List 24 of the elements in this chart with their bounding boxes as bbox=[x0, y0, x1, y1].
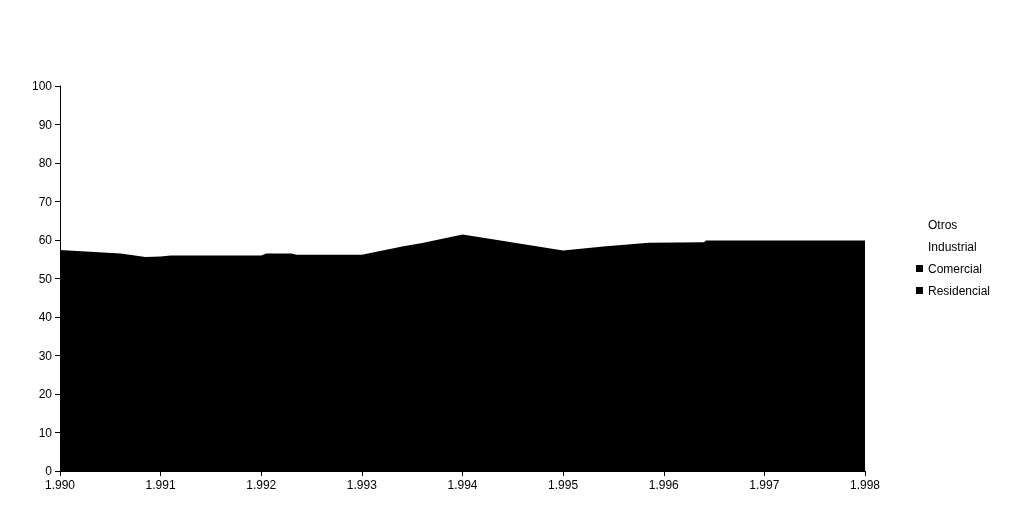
x-tick-label: 1.998 bbox=[849, 478, 881, 492]
y-tick-label: 20 bbox=[38, 387, 53, 401]
x-tick-label: 1.992 bbox=[246, 478, 277, 492]
y-tick-label: 40 bbox=[38, 310, 53, 324]
x-tick-label: 1.994 bbox=[447, 478, 478, 492]
x-tick-label: 1.991 bbox=[145, 478, 176, 492]
legend-label: Comercial bbox=[927, 261, 982, 276]
x-tick-label: 1.997 bbox=[749, 478, 780, 492]
y-tick-label: 50 bbox=[38, 271, 53, 286]
y-tick-label: 100 bbox=[31, 79, 53, 93]
y-tick-label: 80 bbox=[38, 156, 53, 170]
text: Industrial bbox=[927, 239, 977, 254]
x-tick-label: 1.995 bbox=[548, 478, 579, 492]
y-tick-label: 30 bbox=[38, 348, 53, 363]
y-tick-label: 90 bbox=[38, 117, 53, 132]
y-tick-label: 10 bbox=[38, 425, 53, 440]
x-tick-label: 1.990 bbox=[44, 478, 76, 492]
legend-label: Residencial bbox=[927, 283, 991, 298]
x-tick-label: 1.996 bbox=[648, 478, 680, 492]
y-tick-label: 70 bbox=[38, 194, 53, 209]
x-tick-label: 1.993 bbox=[346, 478, 378, 492]
y-tick-label: 60 bbox=[38, 233, 53, 247]
text: Otros bbox=[927, 217, 958, 232]
y-tick-label: 0 bbox=[45, 464, 53, 478]
